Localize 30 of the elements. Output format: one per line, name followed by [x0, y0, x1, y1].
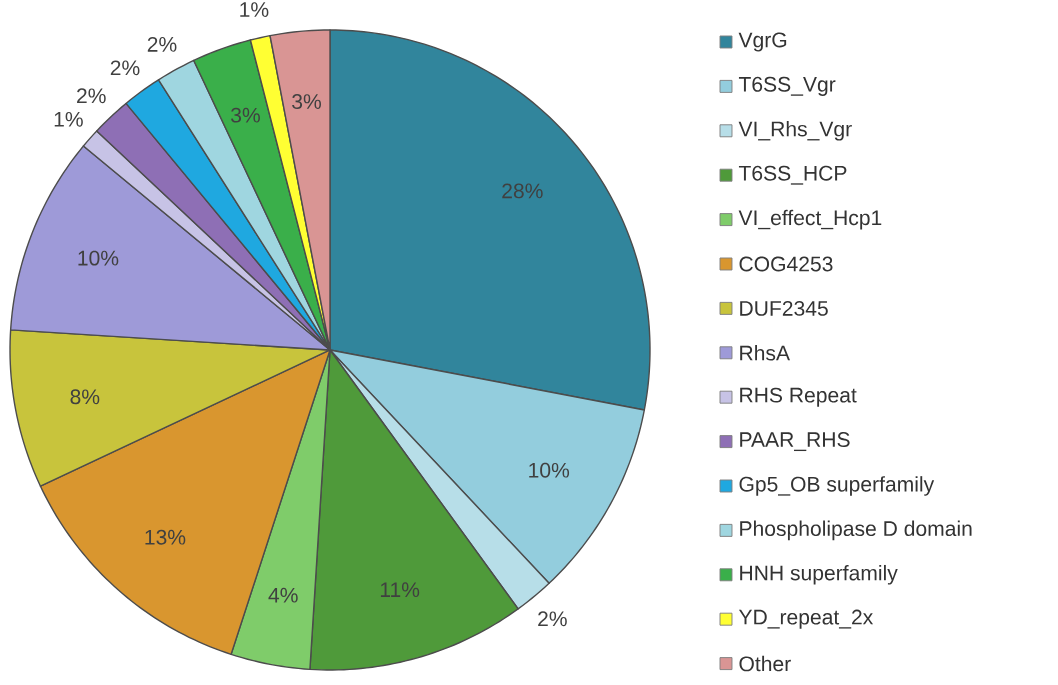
- data-label: 13%: [145, 529, 186, 545]
- legend-label: VI_effect_Hcp1: [738, 209, 882, 230]
- data-label: 2%: [147, 36, 177, 52]
- data-label: 11%: [380, 582, 420, 598]
- data-label: 2%: [77, 88, 106, 104]
- data-label: 4%: [268, 587, 298, 603]
- legend-label: RhsA: [740, 345, 790, 361]
- data-label: 1%: [54, 111, 83, 127]
- data-label: 1%: [240, 2, 269, 17]
- legend-label: PAAR_RHS: [740, 432, 850, 452]
- legend-label: VgrG: [738, 32, 787, 52]
- legend-label: COG4253: [739, 256, 833, 272]
- data-label: 3%: [292, 94, 322, 109]
- legend-label: VI_Rhs_Vgr: [738, 120, 852, 141]
- legend-label: YD_repeat_2x: [738, 609, 874, 629]
- data-label: 2%: [538, 611, 567, 627]
- data-label: 3%: [231, 107, 260, 123]
- data-label: 2%: [110, 60, 140, 76]
- data-label: 8%: [70, 389, 100, 405]
- data-label: 10%: [78, 250, 119, 266]
- legend-label: DUF2345: [740, 300, 828, 316]
- legend-label: Gp5_OB superfamily: [739, 476, 935, 496]
- legend-label: T6SS_Vgr: [738, 76, 836, 96]
- data-label: 10%: [529, 462, 570, 478]
- legend-label: T6SS_HCP: [738, 165, 847, 185]
- data-label: 28%: [502, 183, 543, 199]
- legend-label: Phospholipase D domain: [740, 520, 972, 541]
- legend-label: HNH superfamily: [740, 564, 898, 585]
- legend-label: RHS Repeat: [740, 387, 857, 407]
- legend-label: Other: [739, 655, 791, 672]
